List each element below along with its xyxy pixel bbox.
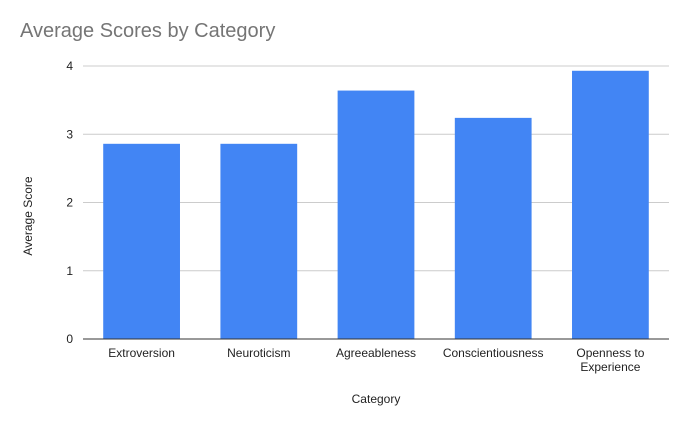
x-tick-label: Openness to bbox=[576, 346, 644, 360]
x-axis-title: Category bbox=[352, 392, 401, 406]
x-tick-labels: Extroversion Neuroticism Agreeableness Cons… bbox=[108, 346, 644, 374]
bar bbox=[572, 70, 649, 339]
chart-title: Average Scores by Category bbox=[20, 20, 276, 42]
y-tick-label: 0 bbox=[66, 332, 73, 346]
x-tick-label: Extroversion bbox=[108, 346, 175, 360]
y-axis-title: Average Score bbox=[21, 176, 35, 255]
bar bbox=[337, 90, 415, 339]
y-tick-label: 3 bbox=[66, 127, 73, 141]
y-tick-label: 4 bbox=[66, 59, 73, 73]
y-tick-label: 2 bbox=[66, 196, 73, 210]
x-tick-label: Agreeableness bbox=[336, 346, 416, 360]
y-tick-label: 1 bbox=[66, 264, 73, 278]
y-tick-labels: 0 1 2 3 4 bbox=[66, 59, 73, 346]
bars bbox=[103, 70, 649, 340]
bar bbox=[454, 117, 532, 340]
x-tick-label: Experience bbox=[580, 360, 640, 374]
bar bbox=[103, 143, 180, 339]
x-tick-label: Neuroticism bbox=[227, 346, 290, 360]
x-tick-label: Conscientiousness bbox=[443, 346, 544, 360]
bar bbox=[220, 143, 298, 339]
